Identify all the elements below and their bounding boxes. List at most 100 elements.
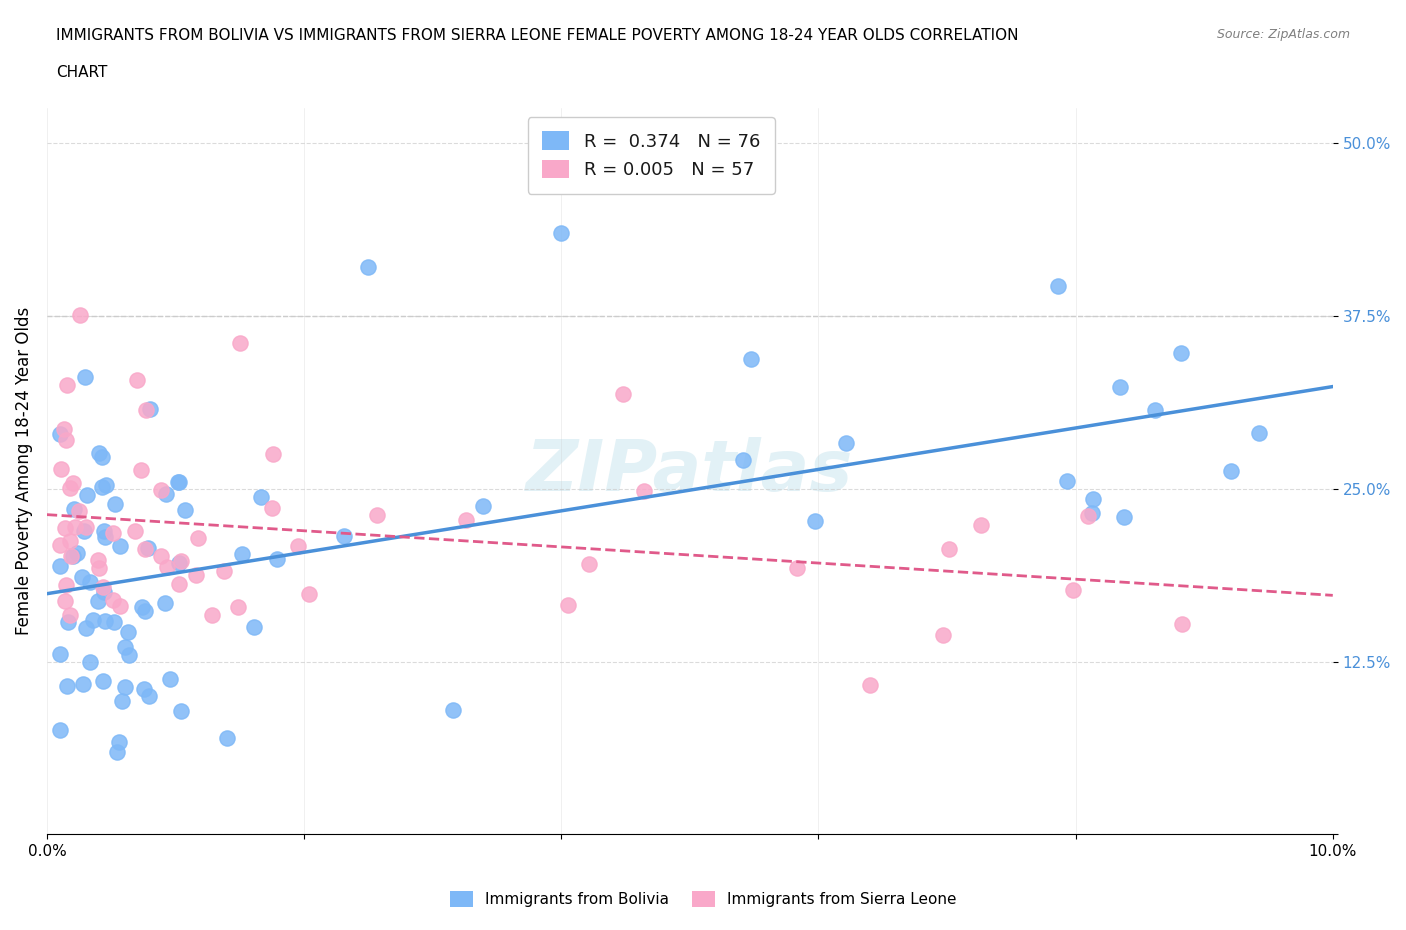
- Immigrants from Bolivia: [471, 498, 494, 513]
- Immigrants from Sierra Leone: [578, 556, 600, 571]
- Immigrants from Sierra Leone: [62, 475, 84, 490]
- Immigrants from Bolivia: [139, 402, 162, 417]
- Immigrants from Bolivia: [96, 478, 118, 493]
- Immigrants from Sierra Leone: [366, 508, 388, 523]
- Immigrants from Bolivia: [48, 647, 70, 662]
- Immigrants from Bolivia: [76, 487, 98, 502]
- Immigrants from Bolivia: [1109, 379, 1132, 394]
- Immigrants from Sierra Leone: [55, 432, 77, 447]
- Immigrants from Sierra Leone: [1062, 583, 1084, 598]
- Immigrants from Bolivia: [153, 595, 176, 610]
- Immigrants from Bolivia: [138, 688, 160, 703]
- Immigrants from Bolivia: [1220, 463, 1243, 478]
- Legend: R =  0.374   N = 76, R = 0.005   N = 57: R = 0.374 N = 76, R = 0.005 N = 57: [527, 117, 775, 193]
- Immigrants from Bolivia: [93, 585, 115, 600]
- Immigrants from Sierra Leone: [48, 538, 70, 552]
- Immigrants from Sierra Leone: [63, 520, 86, 535]
- Immigrants from Sierra Leone: [212, 564, 235, 578]
- Immigrants from Bolivia: [87, 594, 110, 609]
- Immigrants from Bolivia: [733, 453, 755, 468]
- Immigrants from Bolivia: [803, 513, 825, 528]
- Immigrants from Sierra Leone: [134, 541, 156, 556]
- Immigrants from Sierra Leone: [91, 579, 114, 594]
- Immigrants from Sierra Leone: [127, 373, 149, 388]
- Immigrants from Bolivia: [107, 735, 129, 750]
- Immigrants from Bolivia: [103, 615, 125, 630]
- Immigrants from Bolivia: [1081, 491, 1104, 506]
- Immigrants from Sierra Leone: [201, 608, 224, 623]
- Immigrants from Bolivia: [62, 502, 84, 517]
- Immigrants from Bolivia: [48, 558, 70, 573]
- Immigrants from Sierra Leone: [55, 578, 77, 592]
- Immigrants from Sierra Leone: [859, 677, 882, 692]
- Immigrants from Bolivia: [72, 676, 94, 691]
- Immigrants from Bolivia: [266, 551, 288, 566]
- Immigrants from Bolivia: [136, 540, 159, 555]
- Immigrants from Sierra Leone: [149, 483, 172, 498]
- Immigrants from Bolivia: [170, 703, 193, 718]
- Immigrants from Sierra Leone: [557, 598, 579, 613]
- Immigrants from Bolivia: [104, 497, 127, 512]
- Immigrants from Sierra Leone: [938, 542, 960, 557]
- Immigrants from Bolivia: [114, 640, 136, 655]
- Immigrants from Bolivia: [835, 436, 858, 451]
- Immigrants from Bolivia: [87, 445, 110, 460]
- Text: CHART: CHART: [56, 65, 108, 80]
- Immigrants from Bolivia: [243, 619, 266, 634]
- Immigrants from Bolivia: [93, 524, 115, 538]
- Immigrants from Bolivia: [91, 449, 114, 464]
- Immigrants from Bolivia: [155, 486, 177, 501]
- Immigrants from Sierra Leone: [1077, 509, 1099, 524]
- Immigrants from Sierra Leone: [53, 594, 76, 609]
- Immigrants from Bolivia: [49, 427, 72, 442]
- Immigrants from Sierra Leone: [69, 308, 91, 323]
- Immigrants from Bolivia: [48, 723, 70, 737]
- Immigrants from Sierra Leone: [156, 559, 179, 574]
- Immigrants from Sierra Leone: [87, 560, 110, 575]
- Immigrants from Bolivia: [75, 621, 97, 636]
- Immigrants from Bolivia: [93, 673, 115, 688]
- Immigrants from Sierra Leone: [1171, 617, 1194, 631]
- Immigrants from Bolivia: [91, 480, 114, 495]
- Immigrants from Bolivia: [169, 475, 191, 490]
- Immigrants from Sierra Leone: [101, 525, 124, 540]
- Immigrants from Bolivia: [1112, 510, 1135, 525]
- Immigrants from Bolivia: [111, 694, 134, 709]
- Immigrants from Bolivia: [73, 524, 96, 538]
- Immigrants from Sierra Leone: [187, 531, 209, 546]
- Immigrants from Sierra Leone: [124, 523, 146, 538]
- Immigrants from Sierra Leone: [184, 567, 207, 582]
- Immigrants from Bolivia: [132, 682, 155, 697]
- Immigrants from Bolivia: [167, 555, 190, 570]
- Immigrants from Bolivia: [1247, 426, 1270, 441]
- Immigrants from Sierra Leone: [167, 577, 190, 591]
- Y-axis label: Female Poverty Among 18-24 Year Olds: Female Poverty Among 18-24 Year Olds: [15, 307, 32, 635]
- Immigrants from Bolivia: [82, 612, 104, 627]
- Immigrants from Sierra Leone: [229, 336, 252, 351]
- Immigrants from Bolivia: [159, 671, 181, 686]
- Immigrants from Sierra Leone: [53, 521, 76, 536]
- Immigrants from Bolivia: [114, 680, 136, 695]
- Immigrants from Bolivia: [1080, 506, 1102, 521]
- Immigrants from Bolivia: [55, 679, 77, 694]
- Immigrants from Sierra Leone: [135, 402, 157, 417]
- Immigrants from Bolivia: [79, 575, 101, 590]
- Text: Source: ZipAtlas.com: Source: ZipAtlas.com: [1216, 28, 1350, 41]
- Immigrants from Bolivia: [250, 490, 273, 505]
- Immigrants from Bolivia: [105, 745, 128, 760]
- Immigrants from Sierra Leone: [59, 533, 82, 548]
- Immigrants from Bolivia: [117, 625, 139, 640]
- Immigrants from Bolivia: [215, 731, 238, 746]
- Immigrants from Sierra Leone: [67, 503, 90, 518]
- Immigrants from Bolivia: [65, 545, 87, 560]
- Immigrants from Bolivia: [70, 570, 93, 585]
- Immigrants from Bolivia: [357, 259, 380, 274]
- Immigrants from Sierra Leone: [260, 501, 283, 516]
- Immigrants from Sierra Leone: [59, 549, 82, 564]
- Immigrants from Sierra Leone: [226, 600, 249, 615]
- Immigrants from Sierra Leone: [51, 462, 73, 477]
- Immigrants from Bolivia: [173, 502, 195, 517]
- Immigrants from Sierra Leone: [633, 484, 655, 498]
- Immigrants from Sierra Leone: [101, 593, 124, 608]
- Immigrants from Sierra Leone: [932, 628, 955, 643]
